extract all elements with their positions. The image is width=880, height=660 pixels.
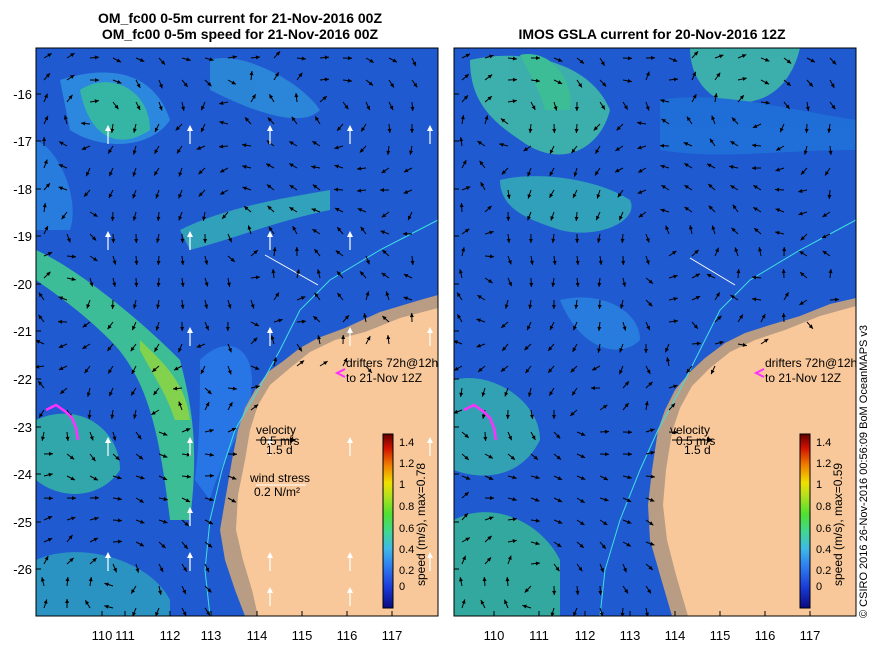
right-drifters-line1: drifters 72h@12h <box>765 356 857 370</box>
colorbar-tick-label: 1.4 <box>399 437 414 449</box>
colorbar-tick-label: 0.8 <box>816 501 831 513</box>
right-colorbar-label: speed (m/s), max=0.59 <box>831 463 845 586</box>
colorbar-tick-label: 1 <box>399 479 405 491</box>
y-tick-label: -25 <box>13 515 32 530</box>
x-tick-label: 115 <box>710 628 731 643</box>
y-tick-label: -16 <box>13 87 32 102</box>
right-title: IMOS GSLA current for 20-Nov-2016 12Z <box>518 26 786 42</box>
left-title-line1: OM_fc00 0-5m current for 21-Nov-2016 00Z <box>98 10 382 26</box>
wind-stress-value: 0.2 N/m² <box>254 485 300 499</box>
colorbar-tick-label: 0 <box>399 581 405 593</box>
credit-text: © CSIRO 2016 26-Nov-2016 00:56:09 BoM Oc… <box>858 324 870 618</box>
x-tick-label: 111 <box>529 628 549 643</box>
right-map <box>454 48 856 616</box>
colorbar-tick-label: 0.8 <box>399 501 414 513</box>
x-tick-label: 115 <box>292 628 313 643</box>
right-velocity-time: 1.5 d <box>684 443 711 457</box>
y-tick-label: -17 <box>13 134 32 149</box>
colorbar-tick-label: 1.2 <box>399 458 414 470</box>
y-tick-label: -23 <box>13 420 32 435</box>
right-frame <box>453 47 857 617</box>
x-tick-label: 116 <box>337 628 358 643</box>
colorbar-tick-label: 1.4 <box>816 437 831 449</box>
x-tick-label: 112 <box>575 628 596 643</box>
x-tick-label: 110 <box>92 628 113 643</box>
y-tick-label: -18 <box>13 182 32 197</box>
colorbar-tick-label: 0.6 <box>816 523 831 535</box>
y-tick-label: -22 <box>13 372 32 387</box>
colorbar-tick-label: 0.4 <box>399 544 414 556</box>
left-drifters-line1: drifters 72h@12h <box>346 356 438 370</box>
x-tick-label: 116 <box>755 628 776 643</box>
x-tick-label: 110 <box>484 628 505 643</box>
x-tick-label: 114 <box>247 628 268 643</box>
colorbar-tick-label: 1.2 <box>816 458 831 470</box>
colorbar-tick-label: 0 <box>816 581 822 593</box>
right-drifter-track <box>463 403 498 441</box>
right-velocity-label: velocity <box>670 423 710 437</box>
x-tick-label: 113 <box>201 628 222 643</box>
left-velocity-label: velocity <box>256 423 296 437</box>
colorbar-tick-label: 0.2 <box>399 565 414 577</box>
left-colorbar-label: speed (m/s), max=0.78 <box>414 463 428 586</box>
y-tick-label: -24 <box>13 467 32 482</box>
wind-stress-label: wind stress <box>249 471 310 485</box>
left-speed-field <box>36 58 330 616</box>
left-drifter-legend: drifters 72h@12h to 21-Nov 12Z <box>334 356 438 385</box>
left-drifter-track <box>45 403 80 441</box>
y-tick-label: -21 <box>13 324 32 339</box>
left-current-arrows <box>36 51 418 616</box>
colorbar-tick-label: 0.4 <box>816 544 831 556</box>
left-transect-line <box>264 254 319 286</box>
x-tick-label: 111 <box>115 628 135 643</box>
x-tick-label: 117 <box>382 628 403 643</box>
left-shelf-contour <box>204 219 438 616</box>
colorbar-tick-label: 0.6 <box>399 523 414 535</box>
colorbar-tick-label: 0.2 <box>816 565 831 577</box>
colorbar-tick-label: 1 <box>816 479 822 491</box>
left-colorbar: 1.4 1.2 1 0.8 0.6 0.4 0.2 0 speed (m/s), max=0.… <box>382 433 428 609</box>
right-transect-line <box>689 257 736 286</box>
right-colorbar: 1.4 1.2 1 0.8 0.6 0.4 0.2 0 speed (m/s), max=0.… <box>799 433 845 609</box>
y-tick-label: -26 <box>13 562 32 577</box>
left-drifters-line2: to 21-Nov 12Z <box>346 371 422 385</box>
right-velocity-legend: velocity 0.5 m/s 1.5 d <box>670 423 715 457</box>
right-axes: 110 111 112 113 114 115 116 117 <box>454 93 821 643</box>
right-velocity-value: 0.5 m/s <box>676 434 715 448</box>
right-drifter-legend: drifters 72h@12h to 21-Nov 12Z <box>753 356 857 385</box>
y-tick-label: -20 <box>13 277 32 292</box>
right-current-arrows <box>454 51 840 616</box>
left-title-line2: OM_fc00 0-5m speed for 21-Nov-2016 00Z <box>101 26 379 42</box>
left-wind-arrows <box>105 125 433 606</box>
left-velocity-time: 1.5 d <box>266 443 293 457</box>
x-tick-label: 112 <box>160 628 181 643</box>
x-tick-label: 114 <box>665 628 686 643</box>
left-frame <box>35 47 439 617</box>
y-tick-label: -19 <box>13 229 32 244</box>
right-drifters-line2: to 21-Nov 12Z <box>765 371 841 385</box>
x-tick-label: 117 <box>800 628 821 643</box>
right-shelf-contour <box>599 219 856 616</box>
left-velocity-legend: velocity 0.5 m/s 1.5 d wind stress 0.2 N… <box>249 423 310 499</box>
left-velocity-value: 0.5 m/s <box>260 434 299 448</box>
left-map <box>36 48 438 616</box>
x-tick-label: 113 <box>620 628 641 643</box>
